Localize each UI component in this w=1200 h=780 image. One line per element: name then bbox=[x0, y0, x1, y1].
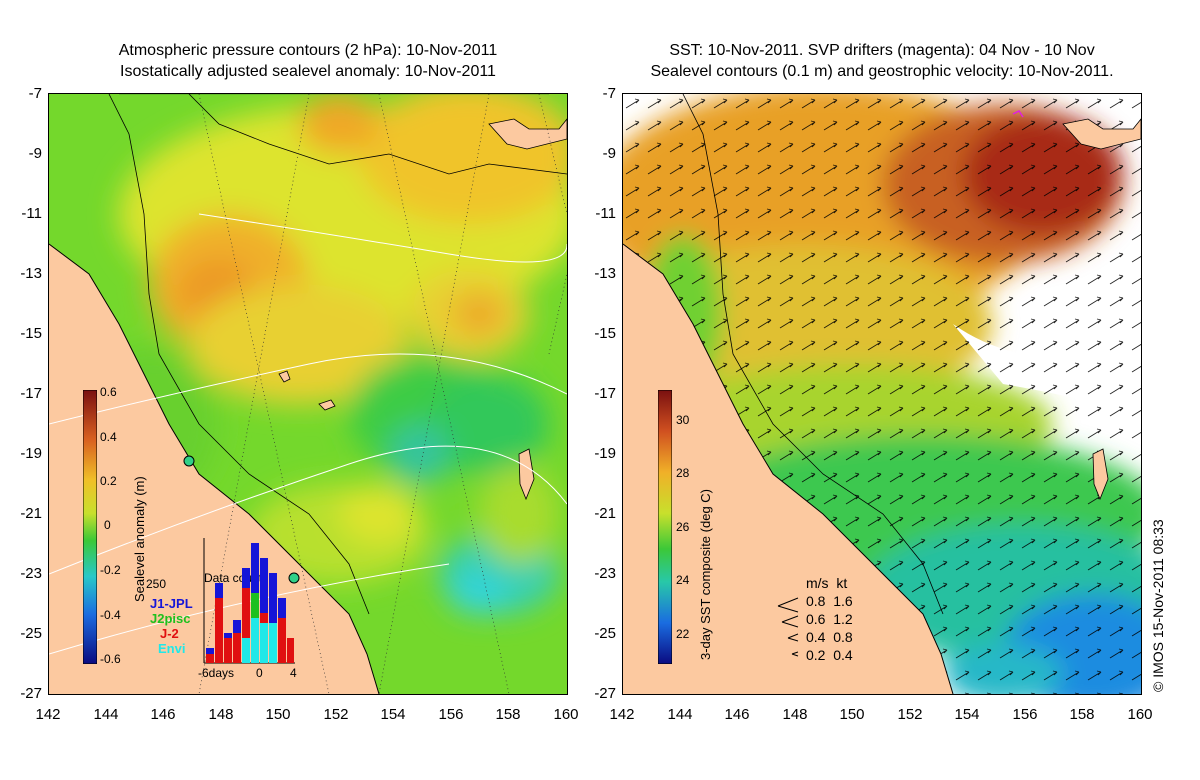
left-panel-title: Atmospheric pressure contours (2 hPa): 1… bbox=[48, 40, 568, 82]
lon-label: 144 bbox=[93, 706, 119, 723]
lat-label: -19 bbox=[20, 445, 42, 462]
lat-label: -13 bbox=[594, 265, 616, 282]
velocity-legend-arrows bbox=[777, 597, 799, 657]
lon-label: 154 bbox=[380, 706, 406, 723]
sst-tick: 26 bbox=[676, 520, 690, 534]
anomaly-tick: -0.6 bbox=[100, 652, 121, 666]
lat-label: -23 bbox=[20, 565, 42, 582]
copyright-label: © IMOS 15-Nov-2011 08:33 bbox=[1150, 519, 1166, 692]
lat-label: -9 bbox=[28, 145, 42, 162]
lon-label: 142 bbox=[609, 706, 635, 723]
anomaly-colorbar-label: Sealevel anomaly (m) bbox=[132, 476, 147, 602]
anomaly-colorbar-gradient bbox=[83, 390, 97, 664]
lon-label: 156 bbox=[438, 706, 464, 723]
lat-label: -11 bbox=[595, 205, 616, 222]
legend-j2pisc: J2pisc bbox=[150, 611, 191, 626]
lat-label: -25 bbox=[594, 625, 616, 642]
lat-label: -17 bbox=[20, 385, 42, 402]
data-count-bars bbox=[203, 538, 295, 664]
sst-map bbox=[622, 93, 1142, 695]
anomaly-tick: 0.2 bbox=[100, 474, 117, 488]
legend-j1-jpl: J1-JPL bbox=[150, 596, 193, 611]
data-count-xlabel: -6days bbox=[198, 666, 235, 680]
sst-tick: 30 bbox=[676, 413, 690, 427]
lat-label: -11 bbox=[21, 205, 42, 222]
lat-label: -13 bbox=[20, 265, 42, 282]
sst-tick: 24 bbox=[676, 573, 690, 587]
sst-colorbar-gradient bbox=[658, 390, 672, 664]
data-count-ymax: 250 bbox=[146, 577, 167, 591]
velocity-legend-row: 0.4 0.8 bbox=[806, 629, 853, 645]
lat-label: -7 bbox=[28, 85, 42, 102]
sst-map-graphic bbox=[623, 94, 1141, 694]
lat-label: -25 bbox=[20, 625, 42, 642]
left-title-line2: Isostatically adjusted sealevel anomaly:… bbox=[120, 63, 496, 80]
lon-label: 146 bbox=[150, 706, 176, 723]
right-title-line1: SST: 10-Nov-2011. SVP drifters (magenta)… bbox=[669, 42, 1095, 59]
left-title-line1: Atmospheric pressure contours (2 hPa): 1… bbox=[118, 42, 498, 59]
lat-label: -23 bbox=[594, 565, 616, 582]
lat-label: -9 bbox=[602, 145, 616, 162]
lon-label: 160 bbox=[1127, 706, 1153, 723]
lat-label: -21 bbox=[20, 505, 42, 522]
lat-label: -15 bbox=[594, 325, 616, 342]
legend-j-2: J-2 bbox=[160, 626, 179, 641]
lon-label: 144 bbox=[667, 706, 693, 723]
right-title-line2: Sealevel contours (0.1 m) and geostrophi… bbox=[650, 63, 1114, 80]
lon-label: 152 bbox=[897, 706, 923, 723]
velocity-legend-row: 0.8 1.6 bbox=[806, 593, 853, 609]
lat-label: -21 bbox=[594, 505, 616, 522]
lat-label: -27 bbox=[594, 685, 616, 702]
lat-label: -19 bbox=[594, 445, 616, 462]
lon-label: 142 bbox=[35, 706, 61, 723]
lon-label: 158 bbox=[495, 706, 521, 723]
anomaly-tick: 0 bbox=[104, 518, 111, 532]
anomaly-tick: -0.2 bbox=[100, 563, 121, 577]
lon-label: 148 bbox=[782, 706, 808, 723]
lat-label: -27 bbox=[20, 685, 42, 702]
velocity-legend-row: 0.2 0.4 bbox=[806, 647, 853, 663]
data-count-xlabel: 0 bbox=[256, 666, 263, 680]
lon-label: 156 bbox=[1012, 706, 1038, 723]
anomaly-tick: 0.6 bbox=[100, 385, 117, 399]
data-count-xlabel: 4 bbox=[290, 666, 297, 680]
lat-label: -7 bbox=[602, 85, 616, 102]
sst-colorbar-label: 3-day SST composite (deg C) bbox=[698, 489, 713, 660]
lon-label: 158 bbox=[1069, 706, 1095, 723]
velocity-legend-header: m/s kt bbox=[806, 575, 848, 591]
anomaly-tick: -0.4 bbox=[100, 608, 121, 622]
sealevel-anomaly-map bbox=[48, 93, 568, 695]
lon-label: 160 bbox=[553, 706, 579, 723]
sealevel-anomaly-map-graphic bbox=[49, 94, 567, 694]
lat-label: -15 bbox=[20, 325, 42, 342]
legend-envi: Envi bbox=[158, 641, 186, 656]
lon-label: 150 bbox=[839, 706, 865, 723]
right-panel-title: SST: 10-Nov-2011. SVP drifters (magenta)… bbox=[622, 40, 1142, 82]
lon-label: 148 bbox=[208, 706, 234, 723]
velocity-legend-row: 0.6 1.2 bbox=[806, 611, 853, 627]
sst-tick: 28 bbox=[676, 466, 690, 480]
lat-label: -17 bbox=[594, 385, 616, 402]
sst-tick: 22 bbox=[676, 627, 690, 641]
lon-label: 154 bbox=[954, 706, 980, 723]
anomaly-tick: 0.4 bbox=[100, 430, 117, 444]
lon-label: 152 bbox=[323, 706, 349, 723]
lon-label: 150 bbox=[265, 706, 291, 723]
lon-label: 146 bbox=[724, 706, 750, 723]
